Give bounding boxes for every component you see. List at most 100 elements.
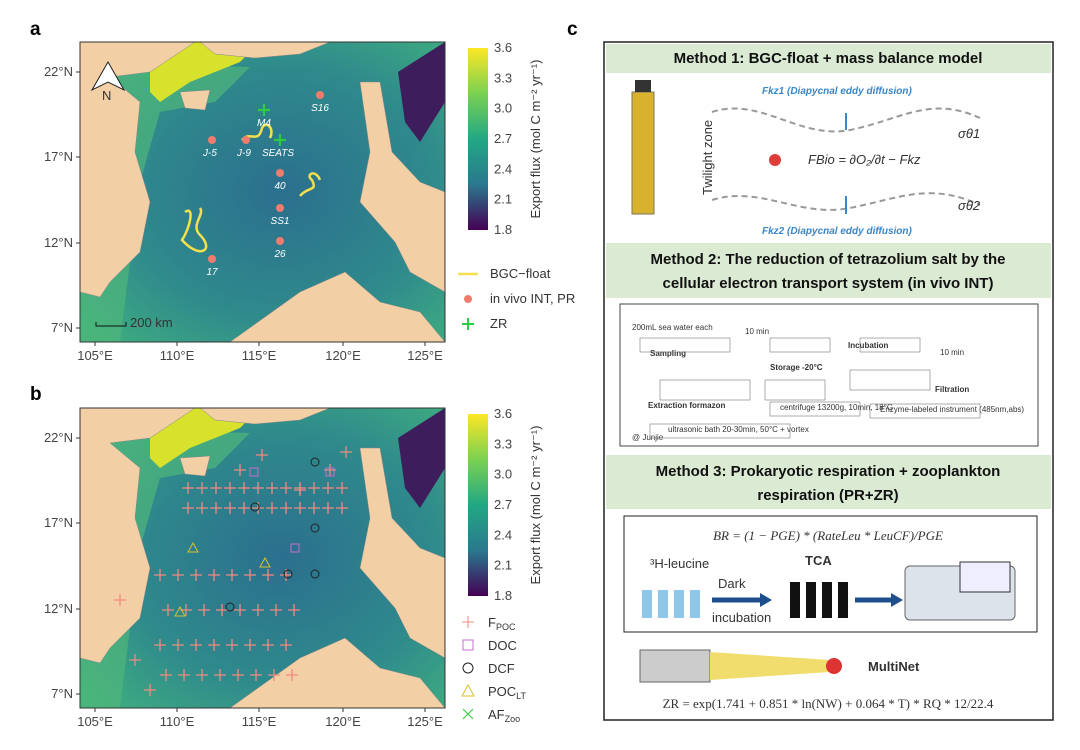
legend-label: POCLT [488,684,527,701]
fpoc-marker [226,639,238,651]
land [179,455,211,477]
coast-high [150,408,260,468]
colorbar-tick-label: 2.7 [494,131,512,146]
protocol-box [659,379,751,401]
legend-sub: LT [516,691,526,701]
y-tick-label: 7°N [51,320,73,335]
fpoc-marker [160,669,172,681]
protocol-box [639,337,731,353]
land [179,89,211,111]
station-label: J-9 [236,148,251,159]
colorbar-tick-label: 2.4 [494,527,512,542]
colorbar-tick-label: 3.6 [494,406,512,421]
station-label: 26 [273,249,286,260]
map-frame [79,41,446,343]
legend-main: DCF [488,661,515,676]
header-band [606,243,1051,298]
float-track [241,123,273,141]
float-track [180,207,208,253]
x-tick-label: 120°E [325,714,361,729]
net-label: MultiNet [868,659,920,674]
int-station [242,136,250,144]
particle [769,154,781,166]
fpoc-marker [182,482,194,494]
zr-station [258,104,270,116]
header-band [606,455,1051,509]
protocol-step: Sampling [650,349,686,358]
legend-label: ZR [490,316,507,331]
fpoc-marker [172,639,184,651]
legend-key [461,683,475,697]
int-station [316,91,324,99]
doc-marker [249,467,259,477]
map-frame [79,407,446,709]
fbio: FBio = ∂O₂/∂t − Fkz [808,152,921,167]
fpoc-marker [226,569,238,581]
method-title: cellular electron transport system (in v… [663,275,994,292]
fpoc-marker [294,484,306,496]
fpoc-marker [280,482,292,494]
map [79,41,446,343]
method-title: Method 1: BGC-float + mass balance model [674,50,983,67]
legend-label: AFZoo [488,707,520,724]
fpoc-marker [154,569,166,581]
legend-sub: Zoo [505,714,521,724]
legend-label: BGC−float [490,266,551,281]
fpoc-marker [224,502,236,514]
fpoc-marker [238,502,250,514]
int-station [276,204,284,212]
north-arrow [90,60,126,92]
x-tick-label: 105°E [77,348,113,363]
fpoc-marker [252,604,264,616]
fpoc-marker [252,482,264,494]
fpoc-marker [210,482,222,494]
fpoc-marker [256,449,268,461]
fpoc-marker [129,654,141,666]
fpoc-marker [280,502,292,514]
x-tick-label: 125°E [407,714,443,729]
doc-marker [290,543,300,553]
protocol-box [769,401,861,417]
zr-station [274,134,286,146]
colorbar-tick-label: 3.3 [494,70,512,85]
fpoc-marker [336,502,348,514]
land [398,408,445,508]
sigma: σθ1 [958,126,980,141]
flux-label: Fkz2 (Diapycnal eddy diffusion) [762,226,913,237]
legend-key [462,662,474,674]
fpoc-marker [172,569,184,581]
fpoc-marker [250,669,262,681]
fpoc-marker [336,482,348,494]
fpoc-marker [322,502,334,514]
fpoc-marker [322,482,334,494]
colorbar-tick-label: 2.1 [494,192,512,207]
y-tick-label: 17°N [44,149,73,164]
fpoc-marker [208,639,220,651]
fpoc-marker [286,669,298,681]
x-tick-label: 110°E [160,348,195,363]
dcf-marker [310,569,320,579]
x-tick-label: 115°E [242,714,277,729]
legend-label: in vivo INT, PR [490,291,575,306]
protocol-box [769,337,831,353]
fpoc-marker [288,604,300,616]
fpoc-marker [308,482,320,494]
isopycnal [711,192,981,211]
protocol-box [859,337,921,353]
protocol-step: @ Junjie [632,433,664,442]
legend-label: FPOC [488,615,516,632]
method-title: Method 3: Prokaryotic respiration + zoop… [656,463,1001,480]
legend-key [464,295,472,303]
legend-main: DOC [488,638,517,653]
y-tick-label: 22°N [44,430,73,445]
colorbar [468,414,488,596]
panel-label: a [30,19,41,40]
fpoc-marker [196,502,208,514]
map [79,407,446,709]
protocol-image [619,303,1039,447]
scale-label: 200 km [130,315,173,330]
legend-key [462,708,474,720]
panel-label: b [30,384,42,405]
fpoc-marker [244,639,256,651]
fpoc-marker [182,502,194,514]
